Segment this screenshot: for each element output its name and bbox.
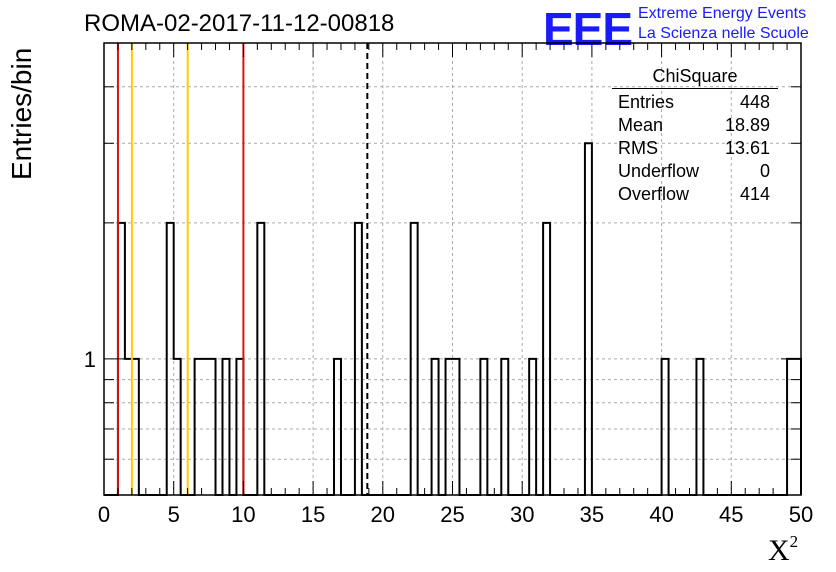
stats-row-mean: Mean 18.89 [612,114,778,137]
eee-logo: EEE [543,3,633,55]
x-tick-label: 20 [371,502,395,527]
x-tick-label: 40 [649,502,673,527]
stats-value: 448 [739,92,770,112]
stats-value: 414 [739,184,770,204]
eee-logo-line1: Extreme Energy Events [638,5,807,22]
stats-value: 13.61 [724,138,770,158]
x-tick-label: 50 [789,502,813,527]
stats-box-title: ChiSquare [612,66,778,89]
stats-row-entries: Entries 448 [612,91,778,114]
x-tick-label: 30 [510,502,534,527]
stats-row-overflow: Overflow 414 [612,183,778,206]
x-tick-label: 45 [719,502,743,527]
x-tick-label: 35 [580,502,604,527]
histogram-bar [585,143,592,495]
x-tick-label: 10 [231,502,255,527]
stats-row-rms: RMS 13.61 [612,137,778,160]
y-tick-label: 1 [84,347,96,372]
x-axis-label: X2 [768,532,799,567]
x-tick-label: 25 [440,502,464,527]
chart-title: ROMA-02-2017-11-12-00818 [84,10,395,37]
stats-label: Overflow [618,184,690,204]
eee-logo-text: Extreme Energy Events La Scienza nelle S… [638,4,809,44]
stats-label: Underflow [618,161,700,181]
stats-box: ChiSquare Entries 448 Mean 18.89 RMS 13.61 Und… [612,66,778,206]
stats-label: RMS [618,138,658,158]
stats-value: 18.89 [724,115,770,135]
x-tick-label: 0 [98,502,110,527]
stats-rows: Entries 448 Mean 18.89 RMS 13.61 Underflow 0 Ove… [612,91,778,206]
stats-value: 0 [759,161,770,181]
stats-label: Entries [618,92,675,112]
stats-label: Mean [618,115,664,135]
stats-row-underflow: Underflow 0 [612,160,778,183]
x-tick-label: 15 [301,502,325,527]
x-tick-label: 5 [168,502,180,527]
eee-logo-line2: La Scienza nelle Scuole [638,25,809,42]
